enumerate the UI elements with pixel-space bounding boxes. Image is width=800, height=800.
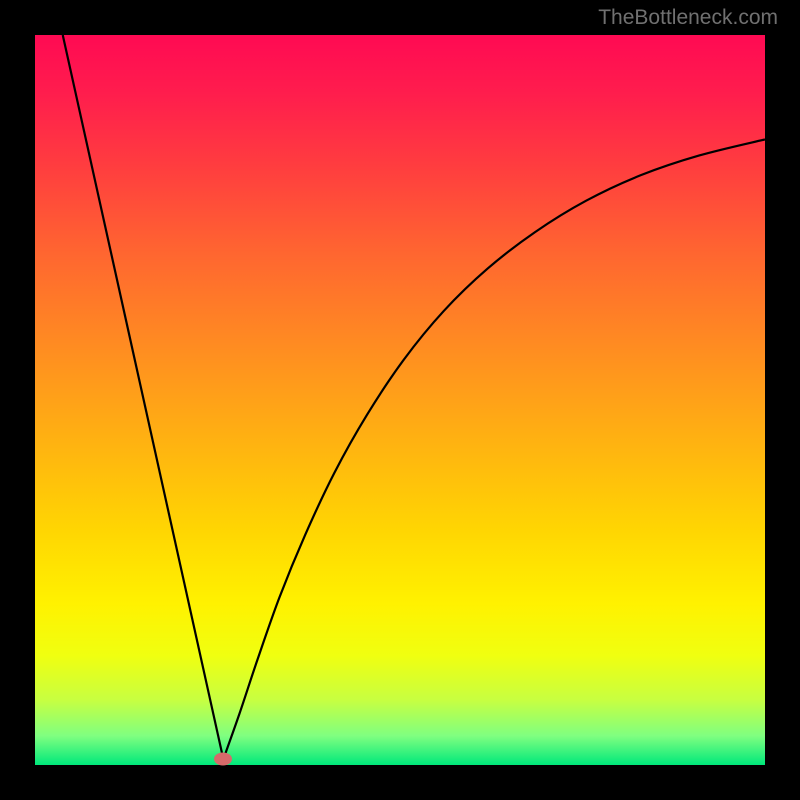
source-watermark: TheBottleneck.com: [598, 6, 778, 30]
minimum-marker: [214, 753, 232, 766]
chart-canvas: TheBottleneck.com: [0, 0, 800, 800]
plot-area: [35, 35, 765, 765]
curve-left-branch: [63, 35, 224, 759]
curve-right-branch: [223, 139, 765, 759]
curve-layer: [35, 35, 765, 765]
